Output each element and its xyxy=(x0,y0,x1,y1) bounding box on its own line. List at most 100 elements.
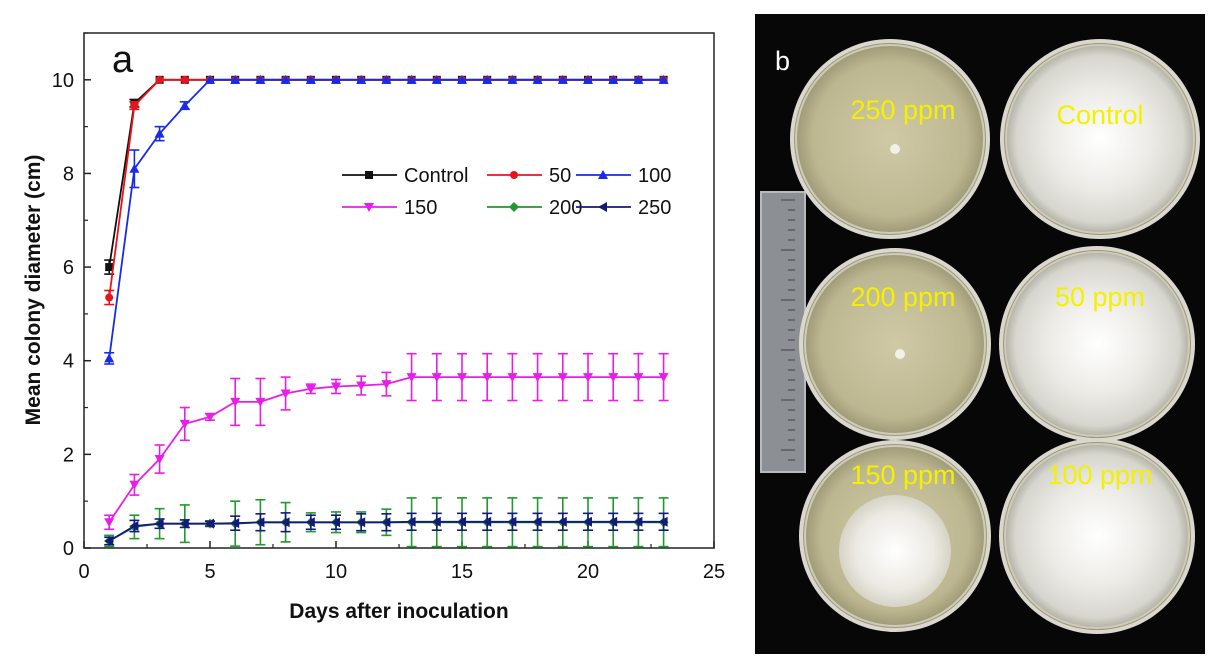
data-point xyxy=(381,517,391,528)
agar-medium xyxy=(803,252,987,436)
mycelium-full xyxy=(1007,46,1193,232)
mycelium-partial xyxy=(839,495,951,607)
x-tick-label: 5 xyxy=(204,561,215,583)
data-point xyxy=(431,373,442,383)
data-point xyxy=(230,397,241,407)
data-point xyxy=(356,381,367,391)
data-point xyxy=(457,516,466,527)
petri-dish: 200 ppm xyxy=(799,248,991,440)
x-tick-label: 25 xyxy=(703,561,725,583)
plate-label: 100 ppm xyxy=(1047,460,1152,490)
legend-label: Control xyxy=(404,165,468,187)
dish-inner-rim xyxy=(804,253,986,435)
series-layer xyxy=(104,74,669,548)
data-point xyxy=(381,74,392,84)
legend-marker xyxy=(598,202,607,212)
series-line xyxy=(108,376,664,523)
data-point xyxy=(105,293,114,302)
series-line xyxy=(108,78,664,268)
legend-marker xyxy=(598,170,608,179)
data-point xyxy=(658,74,669,84)
data-point xyxy=(280,517,290,528)
dish-inner-rim xyxy=(795,44,985,234)
panel-label-b: b xyxy=(775,46,790,76)
data-point xyxy=(255,517,265,528)
plot-frame xyxy=(83,32,715,549)
data-point xyxy=(280,74,291,84)
data-point xyxy=(431,74,442,84)
dish-inner-rim xyxy=(1004,443,1190,629)
data-point xyxy=(583,373,593,383)
data-point xyxy=(255,74,266,84)
petri-dish: 250 ppm xyxy=(790,39,990,239)
data-point xyxy=(154,128,165,138)
data-point xyxy=(482,373,493,383)
petri-dish-photo: 250 ppm Control 200 ppm 50 ppm 150 ppm 100 pp… xyxy=(755,14,1205,654)
data-point xyxy=(583,74,593,84)
data-point xyxy=(457,373,467,383)
plate-label: 150 ppm xyxy=(850,460,955,490)
x-tick-label: 20 xyxy=(577,561,599,583)
data-point xyxy=(608,74,619,84)
data-point xyxy=(104,535,114,546)
y-tick-label: 0 xyxy=(63,538,74,560)
data-point xyxy=(608,516,618,527)
x-tick-label: 15 xyxy=(451,561,473,583)
legend-marker xyxy=(365,171,373,179)
y-tick-label: 4 xyxy=(63,351,74,373)
legend-label: 150 xyxy=(404,197,437,219)
legend-marker xyxy=(509,202,519,212)
petri-dish: Control xyxy=(1000,39,1200,239)
panel-label-a: a xyxy=(112,39,134,81)
data-point xyxy=(633,74,644,84)
plates-layer: 250 ppm Control 200 ppm 50 ppm 150 ppm 100 pp… xyxy=(790,39,1200,634)
data-point xyxy=(130,101,139,110)
data-point xyxy=(406,373,417,383)
data-point xyxy=(507,373,518,383)
data-point xyxy=(381,380,392,390)
plate-label: 50 ppm xyxy=(1055,282,1145,312)
inoculum-plug xyxy=(890,144,900,154)
ruler xyxy=(760,191,806,473)
data-point xyxy=(633,516,643,527)
data-point xyxy=(305,517,315,528)
petri-dish: 150 ppm xyxy=(799,440,991,632)
mycelium-full xyxy=(1006,253,1188,435)
data-point xyxy=(331,382,341,392)
data-point xyxy=(557,74,568,84)
y-tick-label: 6 xyxy=(63,257,74,279)
series-line xyxy=(108,78,664,298)
data-point xyxy=(154,455,165,465)
data-point xyxy=(179,100,190,110)
data-point xyxy=(532,516,542,527)
data-point xyxy=(633,373,644,383)
dish-inner-rim xyxy=(1005,44,1195,234)
data-point xyxy=(255,397,266,407)
y-tick-label: 2 xyxy=(63,444,74,466)
x-axis-label: Days after inoculation xyxy=(289,600,508,623)
plate-label: Control xyxy=(1056,100,1143,130)
data-point xyxy=(583,516,592,527)
data-point xyxy=(179,518,189,529)
y-tick-label: 8 xyxy=(63,163,74,185)
y-axis-label: Mean colony diameter (cm) xyxy=(22,155,45,426)
series-250 xyxy=(104,512,669,546)
series-100 xyxy=(104,74,669,365)
legend-label: 200 xyxy=(549,197,582,219)
petri-dish: 50 ppm xyxy=(999,246,1195,442)
data-point xyxy=(205,518,214,529)
dish-inner-rim xyxy=(1004,251,1190,437)
data-point xyxy=(280,389,291,399)
data-point xyxy=(230,74,241,84)
data-point xyxy=(658,373,669,383)
legend-label: 250 xyxy=(638,197,671,219)
data-point xyxy=(482,74,493,84)
legend-marker xyxy=(364,203,374,212)
series-line xyxy=(108,78,664,359)
data-point xyxy=(557,373,568,383)
legend-marker xyxy=(510,171,518,179)
data-point xyxy=(507,74,518,84)
data-point xyxy=(129,163,140,173)
